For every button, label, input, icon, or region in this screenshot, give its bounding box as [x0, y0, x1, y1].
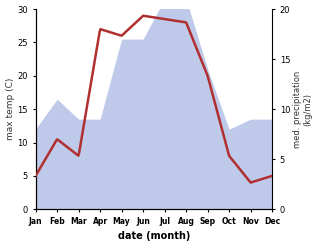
X-axis label: date (month): date (month): [118, 231, 190, 242]
Y-axis label: max temp (C): max temp (C): [5, 78, 15, 140]
Y-axis label: med. precipitation
(kg/m2): med. precipitation (kg/m2): [293, 71, 313, 148]
